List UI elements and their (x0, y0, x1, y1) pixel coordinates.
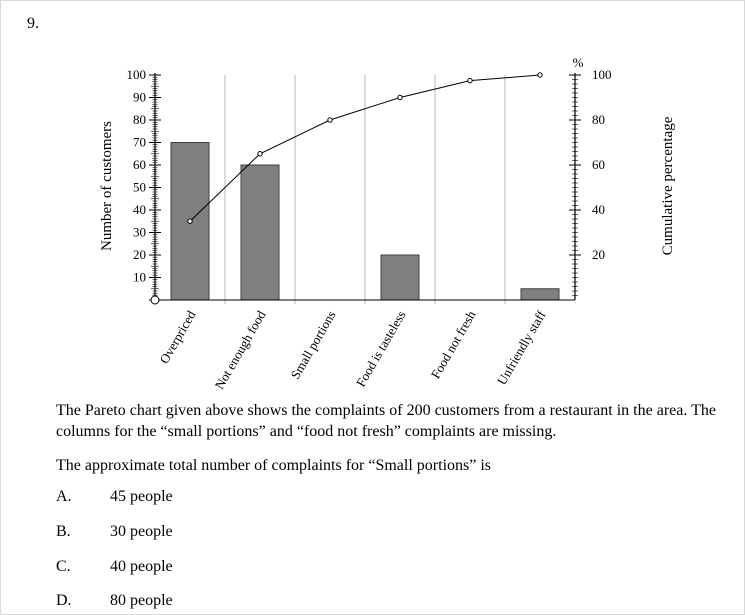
bar (240, 164, 280, 301)
y-tick-label-right: 60 (592, 157, 605, 172)
option-a-text[interactable]: 45 people (110, 488, 173, 505)
y2-unit-label: % (573, 55, 584, 70)
option-b-letter: B. (56, 523, 71, 540)
option-d-text[interactable]: 80 people (110, 592, 173, 609)
category-label: Overpriced (156, 308, 198, 367)
category-label: Unfriendly staff (494, 307, 549, 387)
y-tick-label-right: 40 (592, 202, 605, 217)
y-tick-label-left: 30 (133, 225, 146, 240)
y-tick-label-left: 90 (133, 90, 146, 105)
y-tick-label-left: 40 (133, 202, 146, 217)
bars (170, 142, 560, 301)
category-label: Not enough food (212, 308, 269, 392)
y-tick-label-left: 60 (133, 157, 146, 172)
y-tick-label-left: 10 (133, 270, 146, 285)
y-tick-label-right: 100 (592, 67, 612, 82)
cumulative-point (327, 117, 333, 123)
cumulative-point (257, 151, 263, 157)
y-tick-label-left: 50 (133, 180, 146, 195)
gridlines (224, 75, 506, 304)
bar (380, 254, 420, 301)
option-b-text[interactable]: 30 people (110, 523, 173, 540)
origin-marker (150, 295, 160, 305)
bar (520, 288, 560, 301)
y-tick-label-right: 80 (592, 112, 605, 127)
y-axis-title: Number of customers (99, 121, 115, 251)
y-tick-label-left: 80 (133, 112, 146, 127)
y-tick-label-left: 20 (133, 247, 146, 262)
cumulative-point (397, 94, 403, 101)
cumulative-line (187, 72, 543, 224)
pareto-chart: 100 90 80 70 60 50 40 30 20 10 100 80 60 40 20% Number … (99, 55, 676, 392)
option-c-letter: C. (56, 558, 71, 575)
cumulative-polyline (189, 74, 541, 222)
y2-axis-title: Cumulative percentage (660, 116, 676, 255)
category-label: Food not fresh (428, 308, 479, 382)
cumulative-point (537, 72, 543, 78)
cumulative-point (467, 77, 473, 84)
question-number: 9. (27, 15, 39, 32)
category-label: Small portions (288, 308, 339, 381)
y-tick-label-left: 70 (133, 135, 146, 150)
y-tick-label-right: 20 (592, 247, 605, 262)
option-d-letter: D. (56, 592, 72, 609)
option-a-letter: A. (56, 488, 72, 505)
category-label: Food is tasteless (353, 308, 409, 389)
question-prompt: The approximate total number of complain… (56, 457, 492, 474)
cumulative-point (187, 218, 193, 224)
option-c-text[interactable]: 40 people (110, 558, 173, 575)
y-tick-label-left: 100 (127, 67, 147, 82)
question-body: The Pareto chart given above shows the c… (56, 402, 716, 440)
axes (149, 73, 581, 305)
